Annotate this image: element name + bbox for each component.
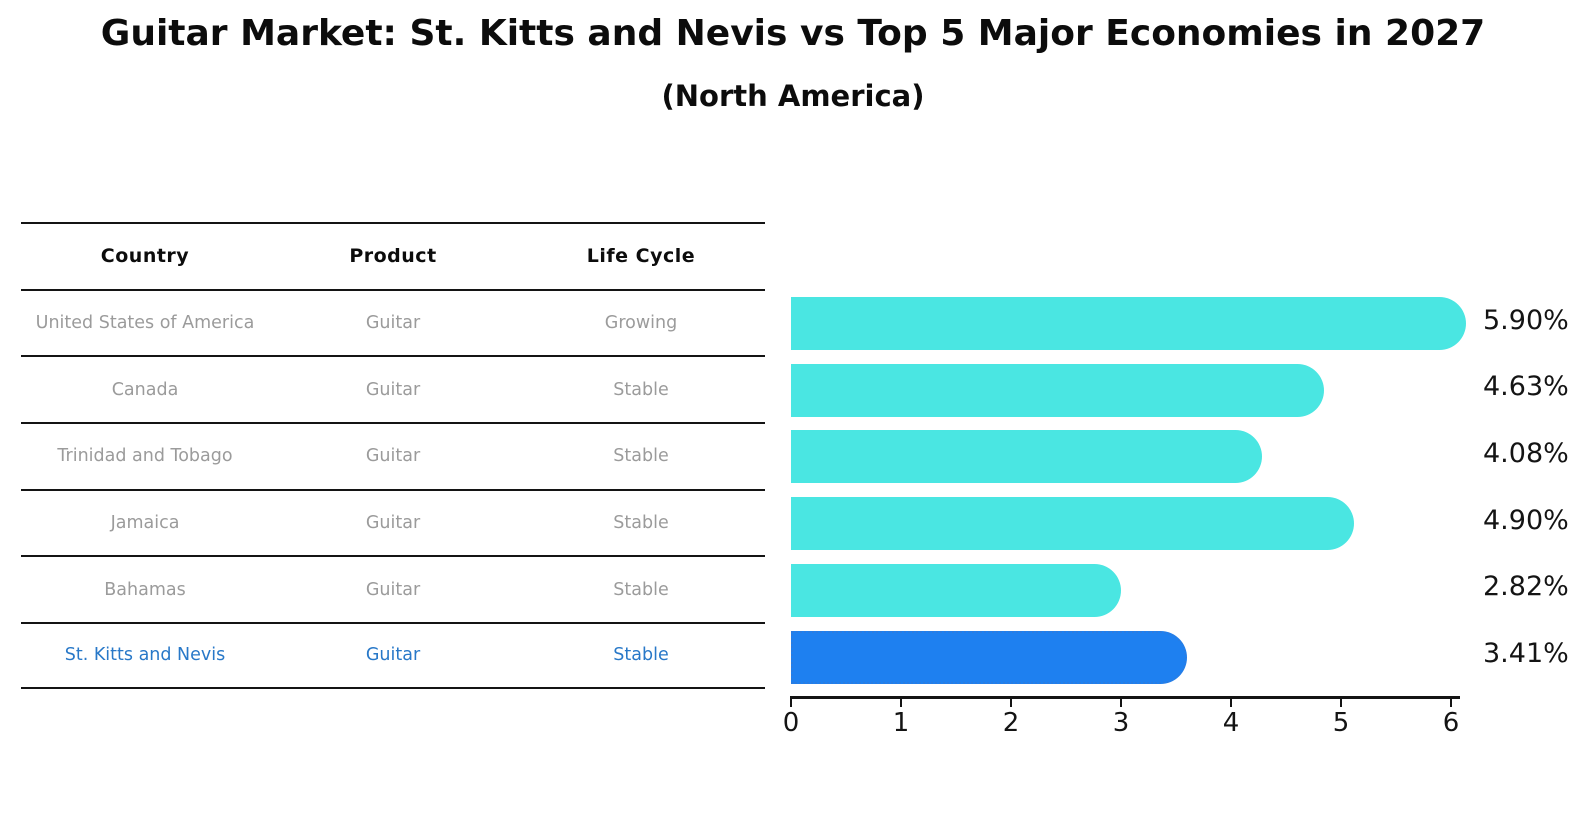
x-axis-line <box>790 696 1460 699</box>
x-axis-tick <box>1339 698 1343 707</box>
page-title: Guitar Market: St. Kitts and Nevis vs To… <box>100 13 1486 54</box>
table-cell-product: Guitar <box>365 579 421 600</box>
value-label: 2.82% <box>1483 571 1569 603</box>
table-row: United States of America Guitar Growing <box>21 288 765 356</box>
x-axis-tick-label: 5 <box>1332 708 1350 738</box>
table-row: Bahamas Guitar Stable <box>21 555 765 622</box>
x-axis-tick-label: 0 <box>782 708 800 738</box>
x-axis-tick-label: 6 <box>1442 708 1460 738</box>
value-label: 4.08% <box>1483 437 1569 469</box>
table-cell-country: Canada <box>111 379 179 400</box>
table-header-cell: Product <box>349 245 437 268</box>
value-label: 4.63% <box>1483 371 1569 403</box>
x-axis-tick-label: 3 <box>1112 708 1130 738</box>
table-cell-life_cycle: Stable <box>613 513 669 534</box>
table-header-row: Country Product Life Cycle <box>21 222 765 289</box>
table-cell-product: Guitar <box>365 313 421 334</box>
x-axis-tick <box>1449 698 1453 707</box>
table-cell-country: Jamaica <box>110 513 180 534</box>
table-row-highlighted: St. Kitts and Nevis Guitar Stable <box>21 622 765 689</box>
bar-highlighted <box>791 630 1187 684</box>
table-row: Canada Guitar Stable <box>21 355 765 422</box>
x-axis-tick-label: 1 <box>892 708 910 738</box>
table-cell-life_cycle: Stable <box>613 579 669 600</box>
bar <box>791 563 1121 617</box>
table-cell-product: Guitar <box>365 645 421 666</box>
table-cell-life_cycle: Stable <box>613 379 669 400</box>
x-axis-tick <box>789 698 793 707</box>
x-axis-tick <box>899 698 903 707</box>
table-cell-life_cycle: Growing <box>604 313 678 334</box>
table-header-cell: Life Cycle <box>586 245 696 268</box>
comparison-table: Country Product Life Cycle United States of… <box>21 222 765 689</box>
value-label: 5.90% <box>1483 304 1569 336</box>
bar <box>791 430 1262 484</box>
table-cell-country: Bahamas <box>104 579 186 600</box>
table-row: Jamaica Guitar Stable <box>21 488 765 556</box>
bar <box>791 497 1354 551</box>
table-cell-country: United States of America <box>35 313 255 334</box>
value-label: 3.41% <box>1483 638 1569 669</box>
bar <box>791 297 1466 350</box>
x-axis-tick <box>1009 698 1013 707</box>
table-header-cell: Country <box>100 245 190 268</box>
table-cell-product: Guitar <box>365 446 421 467</box>
table-cell-country: Trinidad and Tobago <box>57 446 233 467</box>
table-cell-life_cycle: Stable <box>613 446 669 467</box>
value-label: 4.90% <box>1483 504 1569 536</box>
x-axis-tick <box>1119 698 1123 707</box>
table-cell-product: Guitar <box>365 379 421 400</box>
page-subtitle: (North America) <box>661 79 925 113</box>
table-row: Trinidad and Tobago Guitar Stable <box>21 422 765 489</box>
table-cell-product: Guitar <box>365 513 421 534</box>
table-cell-life_cycle: Stable <box>613 645 669 666</box>
table-cell-country: St. Kitts and Nevis <box>64 645 226 666</box>
x-axis-tick-label: 4 <box>1222 708 1240 738</box>
bar <box>791 363 1324 417</box>
x-axis-tick <box>1229 698 1233 707</box>
x-axis-tick-label: 2 <box>1002 708 1020 738</box>
